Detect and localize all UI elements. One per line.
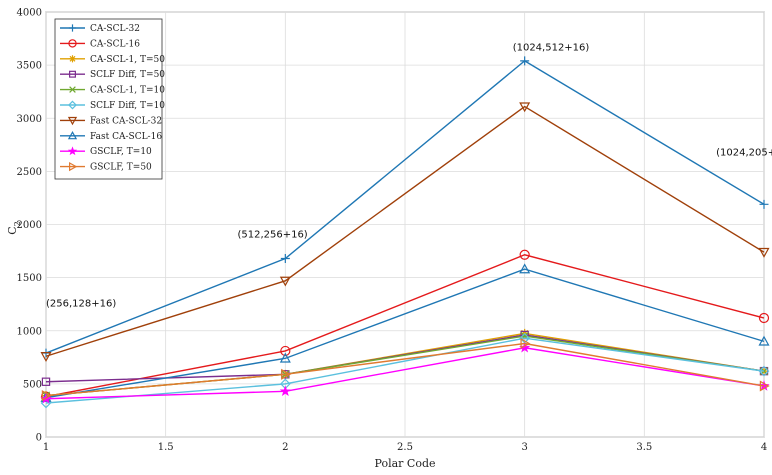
- marker-triangle-right: [41, 390, 52, 402]
- legend-item: CA-SCL-32: [60, 24, 140, 34]
- marker-circle: [68, 39, 77, 48]
- annotation-label: (1024,205+16): [716, 147, 772, 158]
- y-axis-ticks: 0 500 1000 1500 2000 2500 3000 3500 4000: [17, 8, 42, 444]
- marker-square: [41, 377, 51, 386]
- marker-plus: [280, 254, 290, 263]
- legend-label: CA-SCL-32: [90, 24, 140, 34]
- marker-triangle-up: [279, 352, 291, 363]
- legend-label: CA-SCL-16: [90, 39, 140, 49]
- marker-star: [279, 385, 291, 397]
- legend-item: CA-SCL-16: [60, 39, 140, 49]
- y-axis-label-main: C: [6, 226, 19, 234]
- legend-label: CA-SCL-1, T=10: [90, 86, 165, 96]
- series-ca-scl-32: [41, 56, 769, 358]
- legend-label: SCLF Diff, T=50: [90, 70, 165, 80]
- series-line: [45, 342, 765, 397]
- marker-star: [67, 146, 78, 156]
- legend-label: GSCLF, T=10: [90, 147, 152, 157]
- x-tick-label: 3.5: [636, 442, 652, 453]
- series-line: [45, 60, 765, 354]
- legend-label: Fast CA-SCL-32: [90, 116, 162, 126]
- y-tick-label: 500: [23, 379, 42, 390]
- legend-item: CA-SCL-1, T=10: [60, 86, 165, 96]
- marker-triangle-down: [40, 352, 52, 362]
- x-tick-label: 1: [43, 442, 49, 453]
- legend-label: CA-SCL-1, T=50: [90, 55, 165, 65]
- legend-item: GSCLF, T=50: [60, 161, 152, 173]
- marker-diamond: [68, 100, 77, 110]
- series-line: [45, 254, 765, 398]
- legend-item: SCLF Diff, T=10: [60, 100, 165, 111]
- marker-triangle-up: [67, 130, 78, 140]
- marker-triangle-up: [758, 335, 770, 346]
- series-line: [45, 268, 765, 399]
- marker-circle: [758, 312, 770, 324]
- x-tick-label: 1.5: [158, 442, 174, 453]
- legend-label: SCLF Diff, T=10: [90, 101, 165, 111]
- y-tick-label: 0: [36, 433, 42, 444]
- marker-triangle-right: [69, 161, 78, 172]
- marker-triangle-down: [758, 247, 770, 258]
- series-group: [40, 56, 770, 409]
- y-tick-label: 2000: [17, 220, 42, 231]
- y-tick-label: 2500: [17, 167, 42, 178]
- annotation-label: (1024,512+16): [513, 42, 590, 53]
- legend-item: GSCLF, T=10: [60, 146, 152, 157]
- legend-item: Fast CA-SCL-32: [60, 116, 162, 126]
- marker-plus: [520, 56, 530, 66]
- y-tick-label: 1000: [17, 326, 42, 337]
- legend-item: Fast CA-SCL-16: [60, 130, 162, 142]
- series-gsclf-t-50: [41, 337, 770, 402]
- legend: CA-SCL-32 CA-SCL-16 CA-SCL-1, T=50 SCLF Dif…: [54, 18, 165, 180]
- marker-plus: [68, 24, 77, 32]
- marker-triangle-right: [281, 368, 292, 380]
- x-tick-label: 3: [521, 442, 527, 453]
- annotation-label: (256,128+16): [46, 298, 116, 309]
- legend-label: GSCLF, T=50: [90, 163, 152, 173]
- marker-x: [69, 86, 76, 93]
- marker-circle: [280, 345, 291, 357]
- marker-diamond: [758, 365, 770, 377]
- marker-triangle-down: [67, 116, 78, 126]
- x-tick-label: 2: [282, 442, 288, 453]
- annotation-label: (512,256+16): [237, 229, 307, 240]
- marker-asterisk: [68, 55, 77, 63]
- marker-triangle-up: [519, 263, 531, 274]
- x-tick-label: 4: [761, 442, 767, 453]
- series-line: [45, 347, 765, 400]
- legend-item: CA-SCL-1, T=50: [60, 55, 165, 65]
- marker-triangle-right: [759, 380, 770, 392]
- y-tick-label: 3000: [17, 114, 42, 125]
- x-tick-label: 2.5: [397, 442, 413, 453]
- series-fast-ca-scl-32: [40, 102, 770, 362]
- x-axis-label: Polar Code: [375, 457, 436, 470]
- marker-plus: [759, 199, 769, 209]
- legend-item: SCLF Diff, T=50: [60, 70, 165, 80]
- marker-circle: [519, 249, 530, 260]
- marker-triangle-down: [279, 276, 291, 287]
- y-axis-label: C2: [6, 221, 22, 235]
- y-tick-label: 3500: [17, 61, 42, 72]
- series-line: [45, 105, 765, 357]
- marker-triangle-down: [519, 102, 531, 113]
- y-axis-label-sub: 2: [13, 221, 22, 226]
- legend-label: Fast CA-SCL-16: [90, 132, 162, 142]
- marker-square: [69, 70, 76, 78]
- marker-triangle-right: [520, 337, 531, 350]
- series-line: [45, 337, 765, 404]
- y-tick-label: 1500: [17, 273, 42, 284]
- x-axis-ticks: 1 1.5 2 2.5 3 3.5 4: [43, 442, 767, 453]
- annotations: (256,128+16) (512,256+16) (1024,512+16) (10…: [46, 42, 772, 309]
- y-tick-label: 4000: [17, 8, 42, 19]
